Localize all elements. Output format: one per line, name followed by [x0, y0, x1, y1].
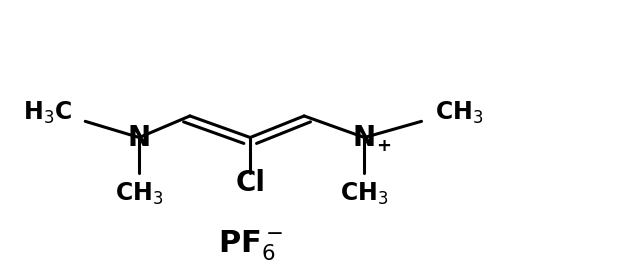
Text: Cl: Cl: [236, 169, 265, 197]
Text: H$_3$C: H$_3$C: [22, 100, 72, 126]
Text: N: N: [127, 123, 151, 152]
Text: CH$_3$: CH$_3$: [115, 181, 163, 207]
Text: +: +: [376, 137, 391, 155]
Text: N: N: [353, 123, 376, 152]
Text: PF$_6^-$: PF$_6^-$: [218, 228, 283, 263]
Text: CH$_3$: CH$_3$: [340, 181, 388, 207]
Text: CH$_3$: CH$_3$: [435, 100, 484, 126]
